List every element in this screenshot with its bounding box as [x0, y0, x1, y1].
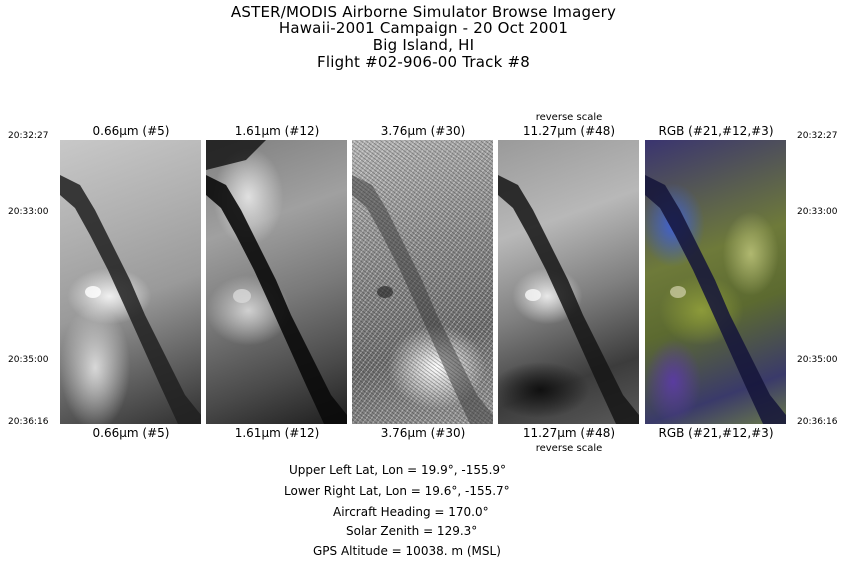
time-left-1: 20:32:27	[8, 131, 49, 141]
time-right-2: 20:33:00	[797, 207, 838, 217]
image-panel-band48	[498, 140, 639, 424]
solar-zenith: Solar Zenith = 129.3°	[346, 524, 478, 538]
panel-label-top-3: 3.76μm (#30)	[380, 124, 466, 138]
image-panel-band5	[60, 140, 201, 424]
panel-label-top-2: 1.61μm (#12)	[234, 124, 320, 138]
lava-flow-overlay	[645, 175, 786, 424]
image-panel-band30	[352, 140, 493, 424]
panel-label-top-4: 11.27μm (#48)	[522, 124, 616, 138]
panel-label-bottom-2: 1.61μm (#12)	[234, 426, 320, 440]
time-left-3: 20:35:00	[8, 355, 49, 365]
lava-flow-overlay	[60, 175, 201, 424]
panel-label-bottom-5: RGB (#21,#12,#3)	[658, 426, 774, 440]
time-left-4: 20:36:16	[8, 417, 49, 427]
aircraft-heading: Aircraft Heading = 170.0°	[333, 505, 489, 519]
panel-label-bottom-4: 11.27μm (#48)	[522, 426, 616, 440]
panel-label-top-1: 0.66μm (#5)	[92, 124, 170, 138]
image-panel-rgb	[645, 140, 786, 424]
upper-left-coordinates: Upper Left Lat, Lon = 19.9°, -155.9°	[289, 463, 507, 477]
lava-flow-overlay	[206, 140, 347, 424]
time-right-1: 20:32:27	[797, 131, 838, 141]
image-panel-band12	[206, 140, 347, 424]
title-line-1: ASTER/MODIS Airborne Simulator Browse Im…	[230, 3, 617, 21]
panel-label-bottom-1: 0.66μm (#5)	[92, 426, 170, 440]
title-line-4: Flight #02-906-00 Track #8	[317, 53, 530, 71]
time-left-2: 20:33:00	[8, 207, 49, 217]
lava-flow-overlay	[498, 175, 639, 424]
gps-altitude: GPS Altitude = 10038. m (MSL)	[313, 544, 501, 558]
time-right-4: 20:36:16	[797, 417, 838, 427]
time-right-3: 20:35:00	[797, 355, 838, 365]
panel-label-bottom-3: 3.76μm (#30)	[380, 426, 466, 440]
title-line-2: Hawaii-2001 Campaign - 20 Oct 2001	[278, 19, 569, 37]
reverse-scale-note-bottom: reverse scale	[535, 443, 603, 454]
panel-label-top-5: RGB (#21,#12,#3)	[658, 124, 774, 138]
lava-flow-overlay	[352, 175, 493, 424]
title-line-3: Big Island, HI	[372, 36, 475, 54]
lower-right-coordinates: Lower Right Lat, Lon = 19.6°, -155.7°	[284, 484, 510, 498]
reverse-scale-note-top: reverse scale	[535, 112, 603, 123]
